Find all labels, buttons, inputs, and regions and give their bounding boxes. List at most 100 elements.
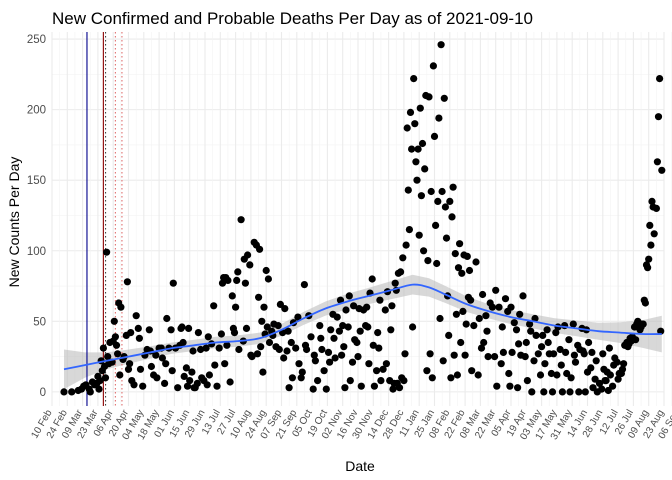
data-point [508,348,516,356]
data-point [456,240,464,248]
data-point [260,303,268,311]
data-point [147,362,155,371]
data-point [587,364,595,372]
data-point [405,226,413,234]
data-point [298,368,306,376]
data-point [647,241,655,249]
data-point [540,388,548,396]
data-point [202,344,210,352]
data-point [353,338,361,347]
data-point [499,348,507,356]
data-point [441,203,449,211]
data-point [416,104,424,112]
data-point [531,314,539,323]
data-point [411,120,419,128]
data-point [566,388,574,396]
chart-title: New Confirmed and Probable Deaths Per Da… [52,9,533,28]
data-point [461,351,469,359]
data-point [424,257,432,265]
data-point [457,338,465,347]
data-point [434,197,442,205]
data-point [327,326,335,334]
data-point [418,139,427,148]
data-point [414,145,422,153]
data-point [646,221,654,229]
data-point [569,320,577,328]
data-point [530,357,538,365]
data-point [541,360,549,368]
data-point [482,312,490,320]
data-point [248,353,256,361]
data-point [104,353,112,361]
data-point [397,268,405,276]
data-point [526,320,534,328]
y-tick-label: 200 [27,105,46,117]
data-point [403,124,411,132]
data-point [354,353,362,361]
data-point [326,358,334,366]
data-point [592,357,600,365]
data-point [605,344,614,352]
data-point [599,350,607,358]
data-point [330,334,338,342]
data-point [447,374,455,382]
data-point [295,360,303,368]
data-point [609,382,617,390]
data-point [368,275,376,283]
data-point [114,350,122,358]
data-point [580,350,588,358]
data-point [544,338,552,347]
data-point [522,338,530,347]
data-point [562,348,570,356]
data-point [400,377,408,385]
data-point [516,310,524,318]
data-point [152,351,160,359]
data-point [658,166,666,174]
data-point [470,322,478,330]
data-point [557,361,565,369]
data-point [412,158,420,166]
data-point [501,295,510,303]
data-point [536,371,545,379]
data-point [450,351,458,359]
data-point [440,94,448,102]
data-point [333,313,341,321]
data-point [497,360,505,368]
data-point [543,326,551,334]
data-point [237,216,245,224]
data-point [340,343,348,351]
data-point [428,374,436,382]
data-point [454,264,463,272]
data-point [548,388,557,396]
data-point [595,379,604,387]
data-point [598,385,606,393]
data-point [528,388,536,396]
data-point [373,367,381,375]
data-point [432,221,440,229]
data-point [477,344,486,352]
data-point [162,360,170,368]
data-point [553,371,561,379]
data-point [303,345,311,354]
data-point [307,333,315,341]
data-point [285,384,293,392]
data-point [656,75,664,83]
data-point [338,351,346,359]
data-point [565,336,573,344]
data-point [458,269,466,277]
data-point [602,377,610,385]
data-point [417,192,425,200]
data-point [563,369,571,378]
data-point [381,306,389,314]
data-point [491,353,499,361]
data-point [174,384,182,392]
data-point [274,322,282,330]
data-point [468,367,476,375]
data-point [60,388,68,396]
data-point [521,353,529,361]
data-point [280,354,288,362]
data-point [375,344,383,352]
data-point [472,258,480,266]
data-point [235,345,243,354]
data-point [426,350,434,358]
